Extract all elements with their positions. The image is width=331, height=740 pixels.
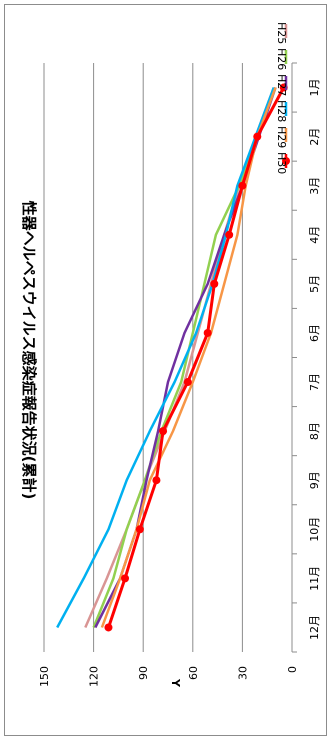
x-tick-label: 1月 [308,79,321,97]
data-point-H30 [135,525,144,534]
data-point-H30 [152,476,161,485]
series-line-H29 [100,87,277,628]
data-point-H30 [183,378,192,387]
y-tick-label: 30 [236,666,249,680]
x-tick-label: 7月 [308,373,321,391]
y-axis-title: Y [169,678,182,688]
series-line-H30 [107,86,286,628]
x-tick-label: 3月 [308,177,321,195]
legend: H25 H26 H27 H28 H29 H30 [275,22,290,174]
chart-title: 性器ヘルペスウイルス感染症報告状況(累計) [20,201,38,500]
y-tick-label: 0 [286,666,299,673]
x-tick-label: 10月 [308,517,321,542]
x-tick-label: 4月 [308,226,321,244]
plot-area: 0 30 60 90 120 150 1月 2月 3月 4月 5月 6月 7月 8月 9月 10月 11月 12月 [38,62,321,687]
legend-label-H30: H30 [275,152,288,174]
data-point-H30 [253,132,262,141]
legend-label-H28: H28 [275,100,288,122]
y-tick-label: 60 [187,666,200,680]
x-tick-label: 12月 [308,615,321,640]
legend-label-H25: H25 [275,22,288,44]
legend-label-H29: H29 [275,126,288,148]
x-tick-label: 11月 [308,566,321,591]
x-tick-label: 5月 [308,275,321,293]
data-point-H30 [238,181,247,190]
y-tick-label: 150 [38,666,51,687]
legend-marker-H30 [282,157,290,165]
chart-frame [4,4,327,736]
legend-label-H26: H26 [275,48,288,70]
data-point-H30 [210,279,219,288]
data-point-H30 [121,574,130,583]
x-tick-label: 8月 [308,422,321,440]
legend-label-H27: H27 [275,74,288,96]
x-tick-label: 9月 [308,471,321,489]
data-point-H30 [104,623,113,632]
x-tick-label: 6月 [308,324,321,342]
data-point-H30 [159,427,168,436]
series-line-H28 [56,87,275,629]
data-point-H30 [225,230,234,239]
series-line-H26 [92,87,277,628]
y-tick-label: 90 [137,666,150,680]
data-point-H30 [203,328,212,337]
y-tick-label: 120 [88,666,101,687]
title-area: 性器ヘルペスウイルス感染症報告状況(累計) 月 Y [20,201,182,688]
x-tick-label: 2月 [308,128,321,146]
